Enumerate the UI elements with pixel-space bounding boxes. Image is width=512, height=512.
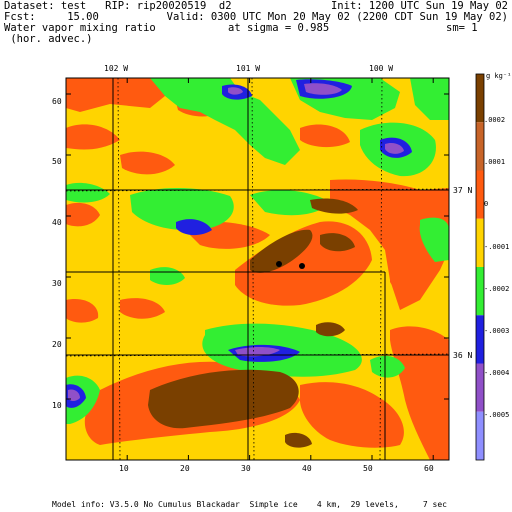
colorbar-swatch: [476, 170, 484, 219]
smoothing: sm= 1: [446, 22, 478, 34]
y-tick-label: 40: [52, 218, 62, 227]
colorbar-label: -.0003: [484, 327, 510, 335]
dataset-line: Dataset: test RIP: rip20020519 d2: [4, 0, 232, 12]
colorbar-swatch: [476, 267, 484, 316]
colorbar-label: -.0005: [484, 411, 510, 419]
colorbar-label: 0: [484, 200, 489, 208]
sigma-level: at sigma = 0.985: [228, 22, 330, 34]
y-tick-label: 20: [52, 340, 62, 349]
colorbar: [475, 73, 485, 461]
x-tick-label: 40: [302, 464, 312, 473]
colorbar-swatch: [476, 74, 484, 123]
colorbar-unit: g kg⁻¹: [486, 72, 512, 80]
lon-label: 100 W: [369, 64, 394, 73]
x-tick-label: 30: [241, 464, 251, 473]
colorbar-label: -.0004: [484, 369, 510, 377]
lat-label: 37 N: [453, 186, 473, 195]
contour-field: [66, 78, 449, 460]
x-tick-label: 60: [424, 464, 434, 473]
forecast-hour: Fcst: 15.00: [4, 11, 99, 23]
x-tick-label: 50: [363, 464, 373, 473]
init-time: Init: 1200 UTC Sun 19 May 02: [330, 0, 508, 12]
field-name: Water vapor mixing ratio: [4, 22, 156, 34]
field-subtitle: (hor. advec.): [4, 33, 93, 45]
colorbar-swatch: [476, 411, 484, 460]
y-tick-label: 50: [52, 157, 62, 166]
colorbar-swatch: [476, 315, 484, 364]
x-tick-label: 20: [180, 464, 190, 473]
y-tick-label: 30: [52, 279, 62, 288]
y-tick-label: 10: [52, 401, 62, 410]
lon-label: 101 W: [236, 64, 261, 73]
y-tick-label: 60: [52, 97, 62, 106]
colorbar-swatch: [476, 218, 484, 267]
lat-label: 36 N: [453, 351, 473, 360]
colorbar-label: .0001: [484, 158, 506, 166]
colorbar-label: .0002: [484, 116, 506, 124]
colorbar-label: -.0001: [484, 243, 510, 251]
lon-label: 102 W: [104, 64, 129, 73]
colorbar-label: -.0002: [484, 285, 510, 293]
x-tick-label: 10: [119, 464, 129, 473]
colorbar-swatch: [476, 363, 484, 412]
colorbar-swatch: [476, 122, 484, 171]
model-info: Model info: V3.5.0 No Cumulus Blackadar …: [52, 500, 447, 509]
valid-time: Valid: 0300 UTC Mon 20 May 02 (2200 CDT …: [166, 11, 508, 23]
